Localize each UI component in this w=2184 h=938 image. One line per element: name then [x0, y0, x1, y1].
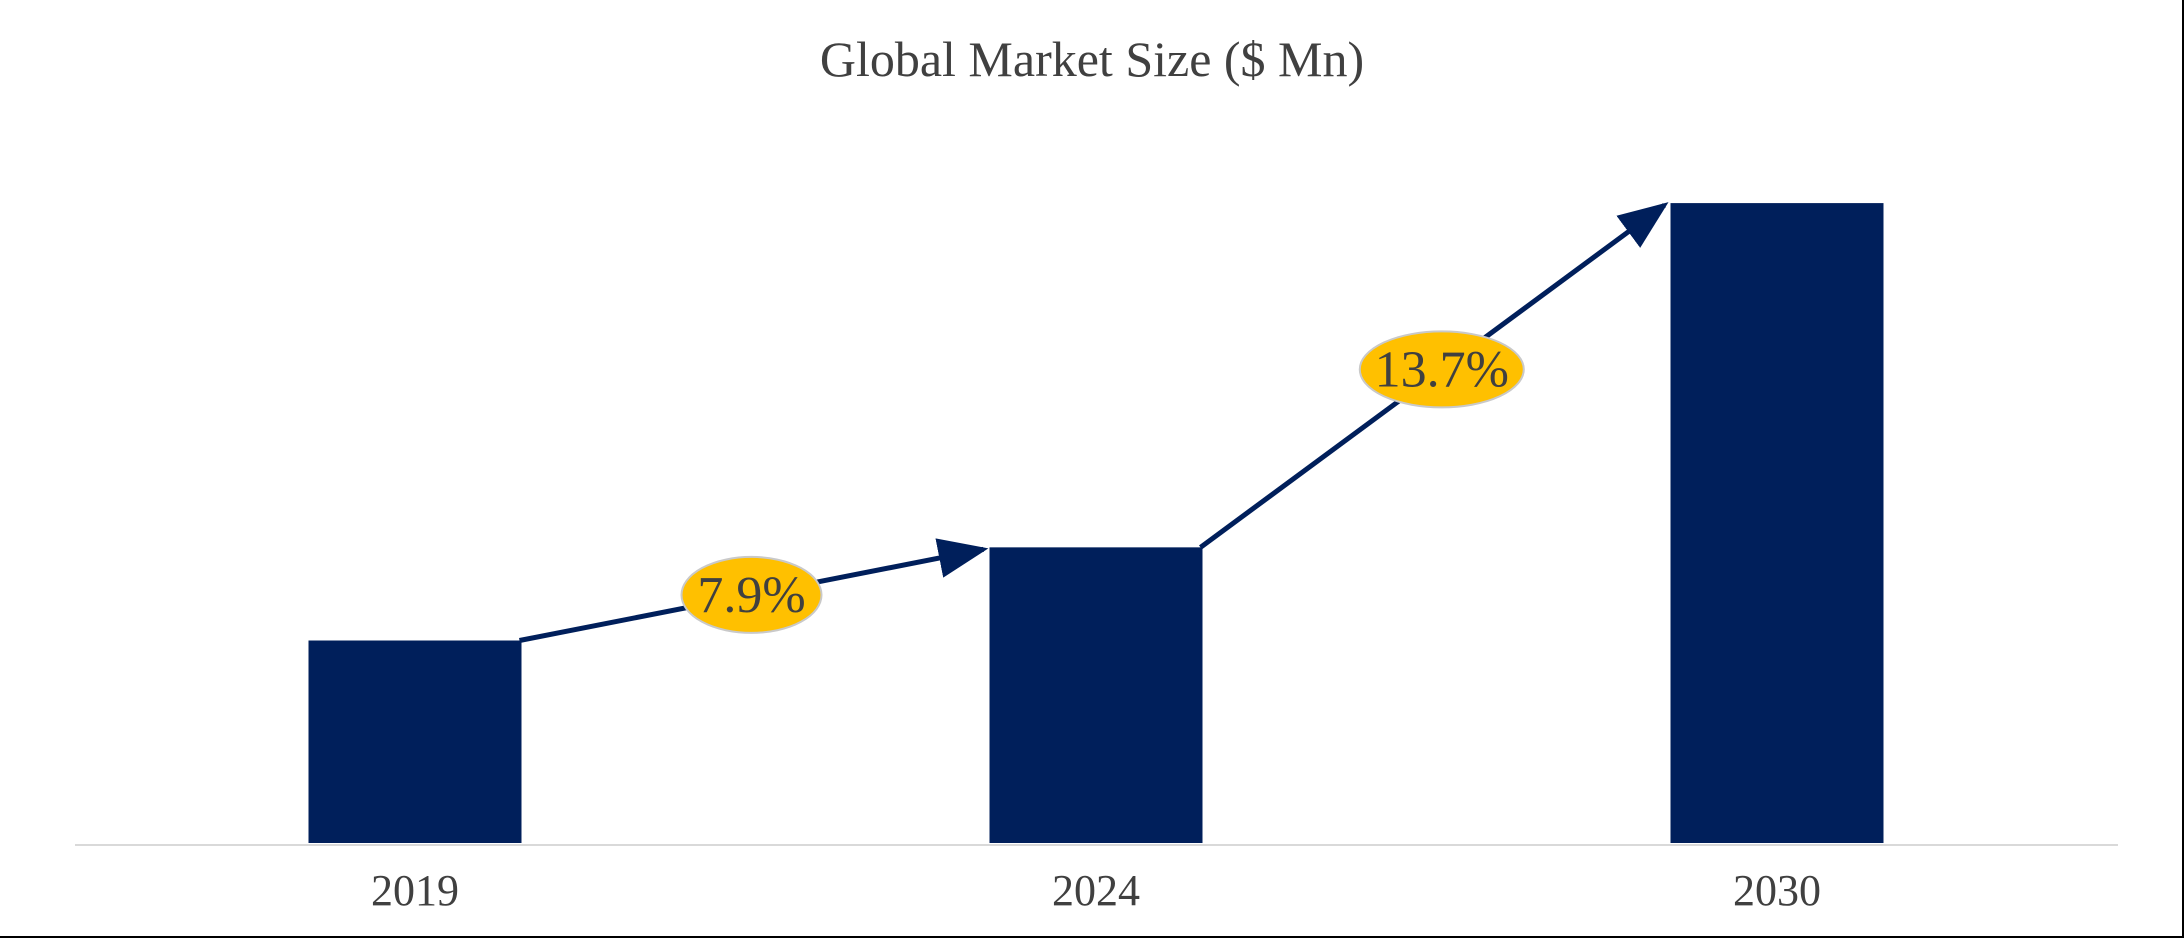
cagr-badges: 7.9% 13.7%	[680, 330, 1525, 634]
cagr-badge-2019-2024: 7.9%	[680, 555, 823, 634]
cagr-badge-shape	[680, 555, 823, 634]
bar-2030	[1670, 203, 1884, 844]
bar-2024	[989, 547, 1203, 843]
bar-2019	[308, 640, 522, 843]
x-tick-label-2030: 2030	[1733, 866, 1821, 915]
chart-title: Global Market Size ($ Mn)	[819, 31, 1365, 87]
cagr-badge-2024-2030: 13.7%	[1358, 330, 1525, 409]
x-tick-label-2024: 2024	[1052, 866, 1140, 915]
cagr-badge-shape	[1358, 330, 1525, 409]
cagr-label: 7.9%	[697, 567, 805, 624]
cagr-label: 13.7%	[1375, 341, 1509, 398]
bars-layer	[308, 203, 1884, 844]
x-tick-labels: 2019 2024 2030	[371, 866, 1821, 915]
x-tick-label-2019: 2019	[371, 866, 459, 915]
